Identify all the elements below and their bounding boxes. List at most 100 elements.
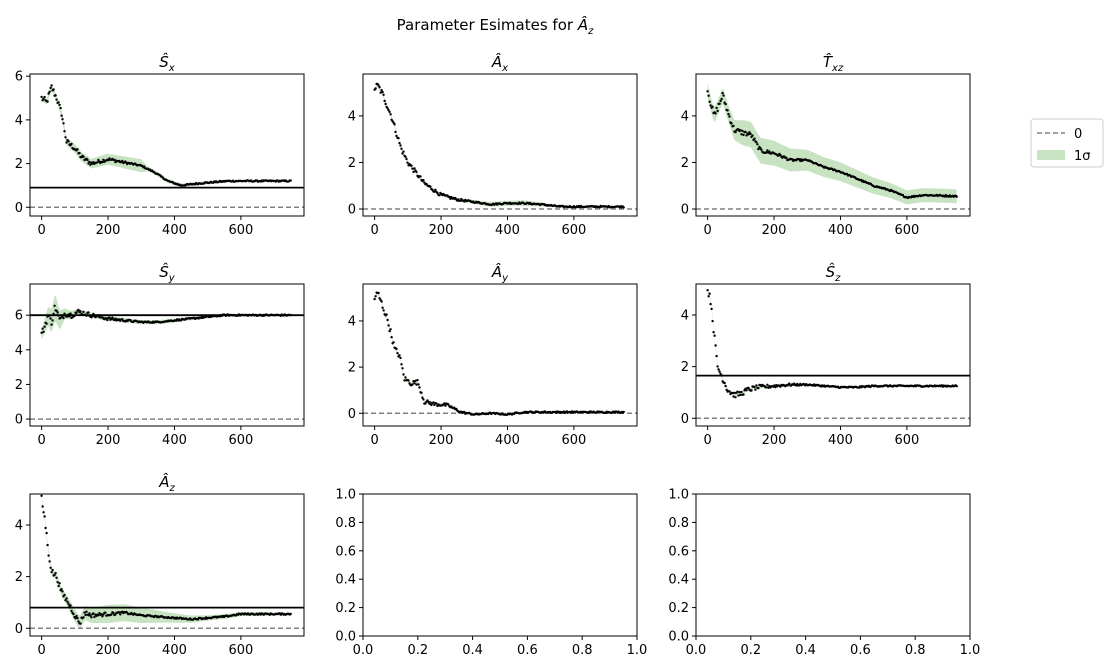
data-point bbox=[388, 110, 391, 114]
plot-area bbox=[696, 83, 970, 210]
x-tick-label: 0.0 bbox=[353, 643, 374, 658]
data-point bbox=[463, 410, 466, 414]
data-point bbox=[757, 147, 760, 151]
data-point bbox=[384, 102, 387, 106]
data-point bbox=[718, 370, 721, 373]
data-point bbox=[712, 331, 715, 334]
data-point bbox=[438, 194, 441, 197]
data-point bbox=[84, 613, 87, 617]
x-tick-label: 0.0 bbox=[686, 643, 707, 658]
data-point bbox=[745, 389, 748, 392]
data-point bbox=[404, 155, 407, 158]
data-point bbox=[740, 133, 743, 136]
sigma-band bbox=[374, 84, 624, 208]
data-point bbox=[373, 297, 376, 301]
x-tick-label: 400 bbox=[162, 643, 187, 658]
x-tick-label: 400 bbox=[495, 223, 520, 238]
data-point bbox=[113, 158, 116, 161]
axes-frame bbox=[29, 493, 305, 637]
data-point bbox=[46, 100, 49, 103]
x-tick-label: 600 bbox=[228, 433, 253, 448]
data-point bbox=[734, 130, 737, 134]
data-point bbox=[382, 309, 385, 312]
data-point bbox=[112, 611, 115, 615]
data-point bbox=[102, 158, 105, 161]
subplot-title-main: Â bbox=[491, 262, 502, 281]
data-point bbox=[756, 143, 759, 146]
subplot-title-main: Â bbox=[491, 52, 502, 71]
data-point bbox=[765, 151, 768, 154]
y-tick-label: 0 bbox=[681, 412, 689, 427]
subplot-title: T̂xz bbox=[823, 52, 844, 74]
data-point bbox=[63, 593, 66, 597]
y-tick-label: 2 bbox=[15, 157, 23, 172]
data-point bbox=[60, 588, 63, 591]
data-point bbox=[753, 385, 756, 389]
data-point bbox=[955, 385, 958, 388]
data-point bbox=[60, 114, 63, 117]
data-point bbox=[89, 163, 92, 166]
data-point bbox=[739, 129, 742, 132]
data-point bbox=[289, 313, 292, 317]
data-point bbox=[49, 317, 52, 320]
data-point bbox=[86, 158, 89, 162]
data-point bbox=[55, 309, 58, 312]
y-tick-label: 1.0 bbox=[668, 488, 689, 503]
data-point bbox=[88, 160, 91, 164]
subplot-title-sub: x bbox=[168, 63, 175, 74]
data-point bbox=[87, 614, 90, 617]
sigma-band bbox=[374, 292, 624, 416]
x-tick-label: 200 bbox=[762, 433, 787, 448]
data-point bbox=[419, 175, 422, 178]
data-point bbox=[711, 319, 714, 323]
data-point bbox=[75, 311, 78, 315]
data-point bbox=[413, 167, 416, 170]
x-tick-label: 0 bbox=[37, 223, 45, 238]
y-tick-label: 2 bbox=[681, 156, 689, 171]
data-point bbox=[92, 612, 95, 615]
y-tick-label: 2 bbox=[348, 361, 356, 376]
data-point bbox=[728, 115, 731, 118]
plot-area bbox=[363, 291, 637, 417]
data-point bbox=[407, 379, 410, 382]
sigma-band bbox=[707, 83, 957, 205]
data-point bbox=[76, 148, 79, 151]
y-tick-label: 0.6 bbox=[668, 544, 689, 559]
data-point bbox=[119, 613, 122, 616]
data-point bbox=[432, 401, 435, 404]
subplot-title-main: T̂ bbox=[823, 52, 834, 71]
subplot-title: Âz bbox=[158, 472, 175, 494]
data-point bbox=[717, 368, 720, 371]
y-tick-label: 0.0 bbox=[335, 630, 356, 645]
x-tick-label: 0.2 bbox=[740, 643, 761, 658]
data-point bbox=[41, 505, 44, 508]
plot-area bbox=[30, 295, 304, 420]
x-tick-label: 0 bbox=[37, 643, 45, 658]
data-point bbox=[380, 300, 383, 303]
data-point bbox=[394, 130, 397, 134]
data-point bbox=[49, 86, 52, 90]
x-tick-label: 200 bbox=[429, 223, 454, 238]
data-point bbox=[415, 383, 418, 386]
data-point bbox=[63, 312, 66, 315]
data-point bbox=[43, 325, 46, 328]
data-point bbox=[399, 144, 402, 147]
data-point bbox=[434, 188, 437, 191]
data-point bbox=[955, 195, 958, 198]
data-point bbox=[433, 403, 436, 407]
data-point bbox=[381, 90, 384, 94]
data-point bbox=[118, 611, 121, 614]
sigma-band bbox=[41, 497, 291, 629]
data-point bbox=[390, 336, 393, 339]
data-point bbox=[50, 571, 53, 574]
data-point bbox=[79, 310, 82, 313]
data-point bbox=[444, 404, 447, 407]
data-point bbox=[55, 576, 58, 579]
data-point bbox=[48, 314, 51, 317]
data-point bbox=[732, 124, 735, 128]
subplot-title: Ŝz bbox=[826, 262, 842, 284]
data-point bbox=[622, 410, 625, 414]
data-point bbox=[111, 316, 114, 319]
data-point bbox=[50, 323, 53, 326]
